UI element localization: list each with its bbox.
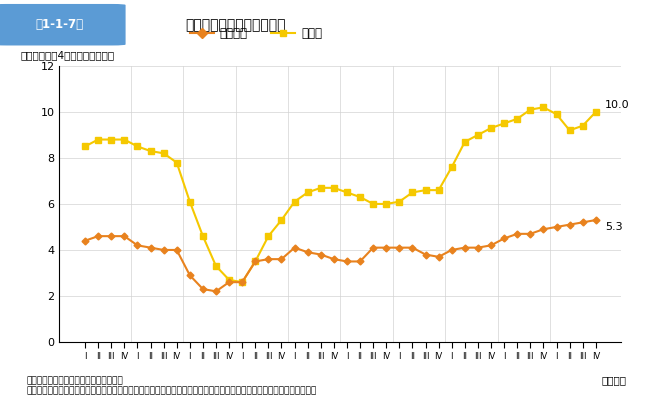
Text: （年期）: （年期） bbox=[602, 375, 627, 385]
Text: 資料：財務省「法人企業統計調査季報」
（注）　ここでいう大企業とは資本金１０億円以上の企業、中小企業とは資本金１千万円以上１億円未満の企業とする。: 資料：財務省「法人企業統計調査季報」 （注） ここでいう大企業とは資本金１０億円… bbox=[26, 376, 317, 396]
Text: 企業規模別経常利益の推移: 企業規模別経常利益の推移 bbox=[185, 18, 286, 32]
Legend: 中小企業, 大企業: 中小企業, 大企業 bbox=[186, 22, 327, 44]
Text: 第1-1-7図: 第1-1-7図 bbox=[36, 18, 83, 31]
Text: （兆円・後方4四半期移動平均）: （兆円・後方4四半期移動平均） bbox=[20, 50, 114, 61]
FancyBboxPatch shape bbox=[0, 4, 126, 45]
Text: 5.3: 5.3 bbox=[605, 222, 623, 232]
Text: 10.0: 10.0 bbox=[605, 100, 629, 110]
